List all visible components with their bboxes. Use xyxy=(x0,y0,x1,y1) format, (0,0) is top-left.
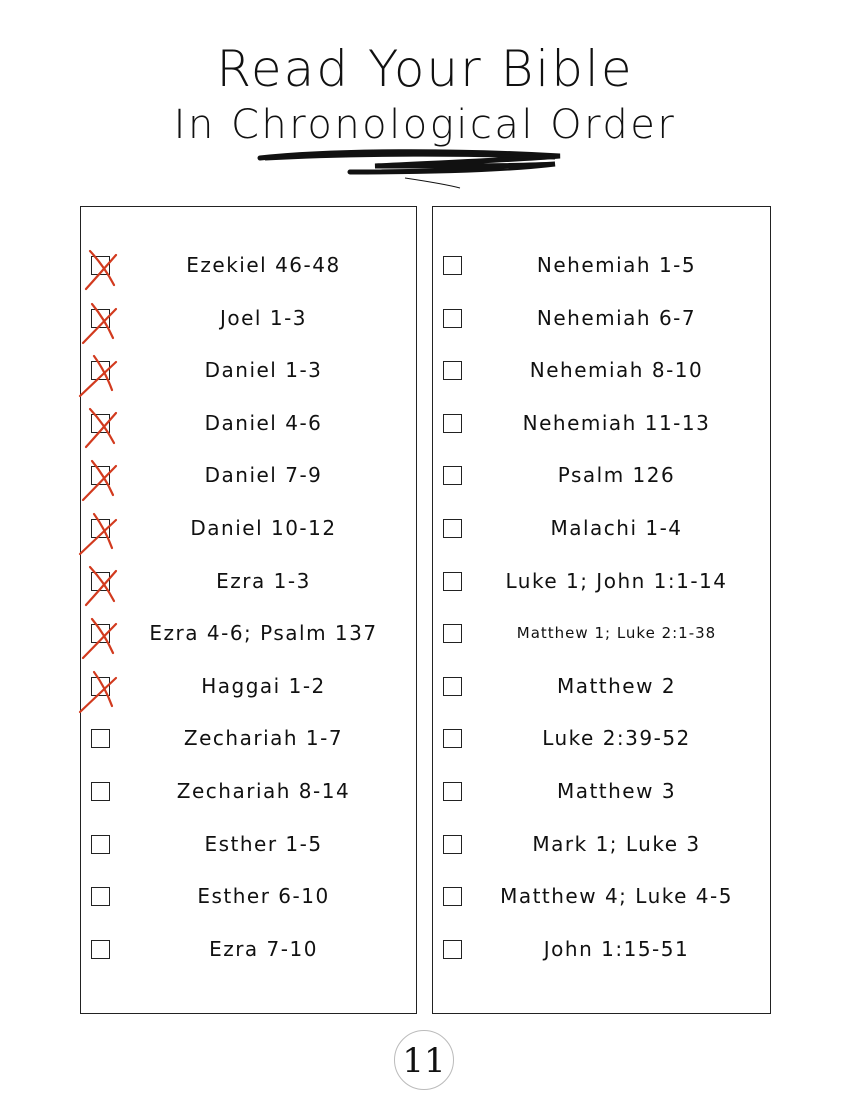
page-number: 11 xyxy=(394,1030,454,1090)
checkbox[interactable] xyxy=(91,834,110,854)
reading-item: Daniel 10-12 xyxy=(78,512,416,556)
reading-label: Nehemiah 11-13 xyxy=(522,410,711,435)
reading-label: Ezra 1-3 xyxy=(216,568,311,593)
reading-label: Matthew 2 xyxy=(556,673,677,698)
reading-label: Luke 2:39-52 xyxy=(542,726,691,751)
reading-item: Daniel 7-9 xyxy=(81,460,416,502)
reading-list-right: Nehemiah 1-5 Nehemiah 6-7 Nehemiah 8-10 Neh… xyxy=(432,206,771,1014)
reading-label: Luke 1; John 1:1-14 xyxy=(505,568,728,593)
checkbox[interactable] xyxy=(443,676,462,696)
checkbox[interactable] xyxy=(443,834,462,854)
checkbox[interactable] xyxy=(84,407,118,448)
reading-item: Ezra 1-3 xyxy=(81,565,416,606)
reading-item: Nehemiah 11-13 xyxy=(433,409,770,439)
checkbox[interactable] xyxy=(81,460,118,502)
checkbox[interactable] xyxy=(443,624,462,644)
reading-label: Matthew 1; Luke 2:1-38 xyxy=(516,624,717,643)
reading-item: Ezekiel 46-48 xyxy=(81,249,416,291)
reading-item: Matthew 4; Luke 4-5 xyxy=(433,882,770,912)
reading-label: Haggai 1-2 xyxy=(201,673,326,698)
reading-item: Joel 1-3 xyxy=(81,302,416,344)
reading-label: Daniel 1-3 xyxy=(204,358,323,383)
reading-label: Mark 1; Luke 3 xyxy=(532,831,701,856)
reading-item: Daniel 1-3 xyxy=(78,355,416,398)
reading-item: Matthew 1; Luke 2:1-38 xyxy=(433,619,770,649)
reading-item: Mark 1; Luke 3 xyxy=(433,830,770,860)
reading-label: Nehemiah 8-10 xyxy=(529,358,704,383)
checkbox[interactable] xyxy=(84,565,118,606)
reading-item: Ezra 7-10 xyxy=(81,935,416,965)
reading-item: Nehemiah 1-5 xyxy=(433,251,770,281)
checkbox[interactable] xyxy=(443,519,462,538)
reading-label: Zechariah 1-7 xyxy=(183,726,344,751)
reading-label: Nehemiah 6-7 xyxy=(536,305,697,330)
reading-item: Ezra 4-6; Psalm 137 xyxy=(81,618,416,660)
checkbox[interactable] xyxy=(443,466,462,486)
checkbox[interactable] xyxy=(91,887,110,907)
checkbox[interactable] xyxy=(443,308,462,328)
reading-list-left: Ezekiel 46-48 Joel 1-3 Daniel 1-3 Daniel 4-… xyxy=(78,206,417,1014)
reading-item: Matthew 2 xyxy=(433,672,770,702)
checkbox[interactable] xyxy=(443,361,462,381)
reading-label: John 1:15-51 xyxy=(543,936,690,961)
page-subtitle: In Chronological Order xyxy=(173,102,677,148)
checkbox[interactable] xyxy=(91,939,110,959)
reading-item: Zechariah 1-7 xyxy=(81,724,416,754)
reading-item: Esther 1-5 xyxy=(81,830,416,860)
checkbox[interactable] xyxy=(443,256,462,275)
checkbox[interactable] xyxy=(91,729,110,749)
reading-item: Zechariah 8-14 xyxy=(81,777,416,807)
reading-label: Ezekiel 46-48 xyxy=(186,253,341,277)
reading-label: Esther 6-10 xyxy=(197,884,330,909)
checkbox[interactable] xyxy=(443,939,462,959)
checkbox[interactable] xyxy=(443,413,462,433)
checkbox[interactable] xyxy=(78,512,118,556)
checkbox[interactable] xyxy=(81,618,118,660)
reading-label: Nehemiah 1-5 xyxy=(536,253,697,277)
page-title: Read Your Bible xyxy=(216,40,634,98)
reading-item: John 1:15-51 xyxy=(433,935,770,965)
reading-item: Nehemiah 6-7 xyxy=(433,304,770,334)
reading-label: Daniel 4-6 xyxy=(204,410,323,435)
reading-item: Nehemiah 8-10 xyxy=(433,356,770,386)
reading-label: Ezra 4-6; Psalm 137 xyxy=(149,621,378,646)
checkbox[interactable] xyxy=(91,782,110,801)
reading-label: Esther 1-5 xyxy=(204,831,323,856)
checkbox[interactable] xyxy=(443,782,462,801)
reading-label: Zechariah 8-14 xyxy=(176,779,351,803)
checkbox[interactable] xyxy=(84,249,118,291)
reading-label: Matthew 4; Luke 4-5 xyxy=(500,884,733,909)
reading-item: Luke 1; John 1:1-14 xyxy=(433,567,770,597)
checkbox[interactable] xyxy=(81,302,118,344)
checkbox[interactable] xyxy=(78,670,118,713)
reading-item: Malachi 1-4 xyxy=(433,514,770,544)
reading-item: Esther 6-10 xyxy=(81,882,416,912)
reading-label: Ezra 7-10 xyxy=(209,936,318,961)
reading-item: Luke 2:39-52 xyxy=(433,724,770,754)
reading-label: Joel 1-3 xyxy=(219,305,308,330)
brush-stroke-divider xyxy=(257,149,561,189)
reading-label: Daniel 10-12 xyxy=(190,516,337,540)
reading-label: Daniel 7-9 xyxy=(204,463,323,488)
checkbox[interactable] xyxy=(443,729,462,749)
reading-item: Matthew 3 xyxy=(433,777,770,807)
reading-label: Psalm 126 xyxy=(557,463,676,488)
reading-item: Psalm 126 xyxy=(433,461,770,491)
reading-label: Matthew 3 xyxy=(556,779,677,803)
reading-label: Malachi 1-4 xyxy=(550,516,683,540)
reading-item: Daniel 4-6 xyxy=(81,407,416,448)
checkbox[interactable] xyxy=(443,887,462,907)
checkbox[interactable] xyxy=(443,571,462,591)
reading-item: Haggai 1-2 xyxy=(78,670,416,713)
checkbox[interactable] xyxy=(78,355,118,398)
